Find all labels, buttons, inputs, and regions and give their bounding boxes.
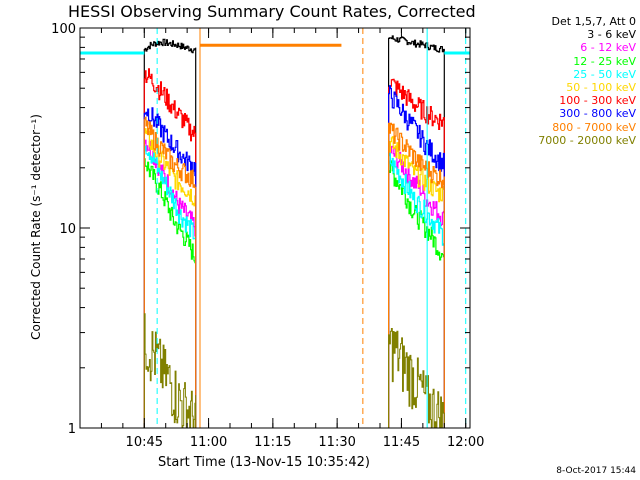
y-tick-label: 1 [68,422,76,437]
series-line-25-50keV-seg1 [143,145,197,428]
legend-title: Det 1,5,7, Att 0 [551,15,636,28]
series-line-800-7000keV-seg2 [388,122,445,428]
legend-entry-25-50: 25 - 50 keV [573,67,636,81]
series-line-7000-20000keV-seg1 [143,313,197,429]
legend: Det 1,5,7, Att 0 3 - 6 keV 6 - 12 keV 12… [480,15,636,147]
legend-entry-300-800: 300 - 800 keV [559,107,636,121]
series-3-6keV [143,35,445,428]
series-line-100-300keV-seg2 [388,78,445,428]
x-axis-label: Start Time (13-Nov-15 10:35:42) [158,455,370,470]
x-tick-label: 11:00 [190,435,227,450]
series-25-50keV [143,145,445,428]
x-tick-label: 12:00 [447,435,484,450]
series-100-300keV [143,68,445,428]
axes-layer: 1 10 100 10:45 11:00 11:15 11:30 11:45 12:00 [51,22,484,450]
series-line-7000-20000keV-seg2 [388,328,445,429]
series-layer [143,35,445,429]
legend-entry-7000-20000: 7000 - 20000 keV [538,133,636,147]
y-tick-label: 100 [51,22,76,37]
series-800-7000keV [143,116,445,428]
x-tick-label: 11:15 [254,435,291,450]
series-line-800-7000keV-seg1 [143,116,197,428]
series-line-3-6keV-seg1 [143,38,197,428]
legend-entry-800-7000: 800 - 7000 keV [552,120,636,134]
series-line-12-25keV-seg2 [388,160,445,428]
chart-title: HESSI Observing Summary Count Rates, Cor… [68,2,476,21]
series-line-6-12keV-seg2 [388,145,445,428]
legend-entry-12-25: 12 - 25 keV [573,54,636,68]
series-line-12-25keV-seg1 [143,158,197,428]
series-line-100-300keV-seg1 [143,68,197,428]
generated-timestamp: 8-Oct-2017 15:44 [556,466,636,476]
y-axis-label: Corrected Count Rate (s⁻¹ detector⁻¹) [29,114,43,340]
series-line-6-12keV-seg1 [143,139,197,428]
legend-entry-3-6: 3 - 6 keV [587,28,636,42]
legend-entry-50-100: 50 - 100 keV [566,81,636,95]
series-line-25-50keV-seg2 [388,152,445,428]
legend-entry-100-300: 100 - 300 keV [559,94,636,108]
series-line-50-100keV-seg2 [388,136,445,428]
legend-entry-6-12: 6 - 12 keV [580,41,636,55]
x-tick-label: 11:45 [383,435,420,450]
y-tick-label: 10 [59,222,76,237]
x-tick-label: 11:30 [318,435,355,450]
series-7000-20000keV [143,313,445,429]
x-tick-label: 10:45 [126,435,163,450]
series-line-300-800keV-seg2 [388,85,445,428]
series-line-3-6keV-seg2 [388,35,445,428]
